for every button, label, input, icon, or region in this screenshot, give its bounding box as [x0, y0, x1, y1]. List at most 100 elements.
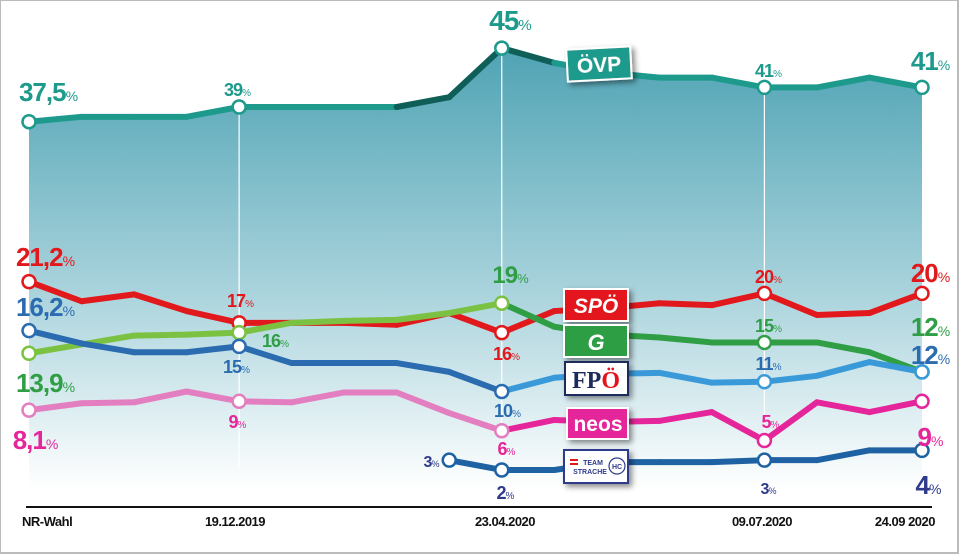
- neos-data-point: [231, 393, 247, 410]
- fpoe-data-point: [756, 373, 773, 390]
- gruene-data-point: [231, 324, 247, 341]
- svg-text:TEAM: TEAM: [583, 460, 603, 467]
- hc-data-point: [914, 442, 930, 459]
- oevp-data-point: [914, 79, 930, 96]
- spoe-logo: SPÖ: [563, 288, 629, 322]
- x-axis-label: 09.07.2020: [732, 514, 792, 529]
- fpoe-line-segment: [708, 378, 768, 386]
- hc-value-label: 3%: [761, 481, 777, 498]
- oevp-value-label: 37,5%: [19, 77, 78, 107]
- svg-text:STRACHE: STRACHE: [573, 469, 607, 476]
- neos-data-point: [21, 402, 37, 418]
- gruene-data-point: [494, 295, 510, 311]
- fpoe-value-label: 11%: [756, 354, 782, 374]
- neos-line-segment: [236, 398, 295, 406]
- svg-text:FPÖ: FPÖ: [572, 368, 620, 394]
- gruene-line-segment: [288, 317, 348, 326]
- neos-line-segment: [288, 389, 348, 406]
- svg-text:neos: neos: [573, 413, 622, 436]
- neos-value-label: 5%: [762, 412, 780, 432]
- neos-line-segment: [866, 398, 925, 416]
- gruene-data-point: [21, 345, 37, 361]
- oevp-line-segment: [393, 94, 453, 111]
- fpoe-line-segment: [78, 340, 138, 356]
- oevp-data-point: [494, 40, 510, 56]
- oevp-line-segment: [708, 74, 768, 91]
- oevp-value-label: 41%: [755, 61, 782, 81]
- spoe-value-label: 20%: [911, 258, 950, 288]
- spoe-data-point: [914, 285, 930, 302]
- neos-line-segment: [183, 388, 243, 405]
- fpoe-logo: FPÖ: [564, 361, 629, 396]
- x-axis-label: 23.04.2020: [475, 514, 535, 529]
- gruene-data-point: [756, 334, 773, 351]
- spoe-line-segment: [813, 310, 873, 318]
- neos-line-segment: [761, 399, 820, 444]
- gruene-line-segment: [393, 310, 453, 323]
- fpoe-line-segment: [393, 360, 453, 375]
- neos-line-segment: [78, 399, 138, 407]
- gruene-value-label: 16%: [262, 331, 289, 351]
- team-strache-logo: TEAM STRACHE HC: [563, 449, 629, 484]
- oevp-value-label: 39%: [224, 80, 251, 100]
- spoe-data-point: [494, 324, 510, 341]
- neos-logo: neos: [566, 407, 629, 440]
- neos-data-point: [494, 422, 510, 439]
- spoe-line-segment: [183, 308, 243, 326]
- hc-data-point: [441, 452, 457, 468]
- hc-line-segment: [708, 457, 768, 466]
- spoe-value-label: 20%: [755, 267, 782, 287]
- gruene-value-label: 13,9%: [16, 368, 75, 398]
- fpoe-data-point: [231, 338, 247, 355]
- oevp-value-label: 45%: [489, 5, 531, 36]
- neos-line-segment: [446, 410, 505, 434]
- spoe-value-label: 16%: [493, 344, 520, 364]
- spoe-line-segment: [656, 300, 715, 309]
- svg-text:HC: HC: [612, 464, 622, 471]
- gruene-line-segment: [498, 300, 558, 330]
- fpoe-line-segment: [656, 369, 715, 386]
- fpoe-line-segment: [183, 343, 243, 356]
- hc-value-label: 4%: [916, 470, 941, 500]
- neos-line-segment: [708, 409, 768, 444]
- neos-data-point: [914, 393, 930, 410]
- x-axis-label: 24.09 2020: [875, 514, 935, 529]
- fpoe-line-segment: [813, 359, 873, 379]
- gruene-logo: G: [563, 324, 629, 358]
- svg-text:ÖVP: ÖVP: [576, 53, 622, 78]
- neos-line-segment: [656, 409, 715, 424]
- spoe-value-label: 21,2%: [16, 242, 75, 272]
- fpoe-line-segment: [446, 368, 505, 395]
- oevp-line-segment: [446, 45, 505, 101]
- hc-data-point: [756, 452, 773, 468]
- fpoe-data-point: [21, 322, 37, 339]
- gruene-line-segment: [813, 339, 873, 356]
- hc-data-point: [494, 462, 510, 478]
- fpoe-value-label: 10%: [494, 401, 521, 421]
- gruene-value-label: 12%: [911, 312, 950, 342]
- neos-line-segment: [498, 416, 558, 434]
- gruene-line-segment: [446, 300, 505, 317]
- neos-value-label: 8,1%: [13, 425, 58, 455]
- oevp-logo: ÖVP: [565, 45, 633, 83]
- oevp-line-segment: [866, 74, 925, 91]
- spoe-line-segment: [131, 291, 190, 315]
- oevp-line-segment: [26, 113, 85, 125]
- gruene-line-segment: [341, 316, 400, 324]
- fpoe-value-label: 12%: [911, 340, 950, 370]
- hc-value-label: 2%: [497, 483, 515, 503]
- hc-value-label: 3%: [424, 454, 440, 471]
- hc-line-segment: [813, 447, 873, 464]
- fpoe-line-segment: [761, 372, 820, 385]
- fpoe-line-segment: [26, 327, 85, 347]
- fpoe-data-point: [494, 383, 510, 400]
- x-axis-label: NR-Wahl: [22, 514, 72, 529]
- neos-value-label: 9%: [918, 422, 943, 452]
- spoe-data-point: [21, 273, 37, 290]
- neos-line-segment: [131, 388, 190, 406]
- x-axis-label: 19.12.2019: [205, 514, 265, 529]
- svg-text:G: G: [587, 330, 604, 355]
- neos-line-segment: [813, 399, 873, 416]
